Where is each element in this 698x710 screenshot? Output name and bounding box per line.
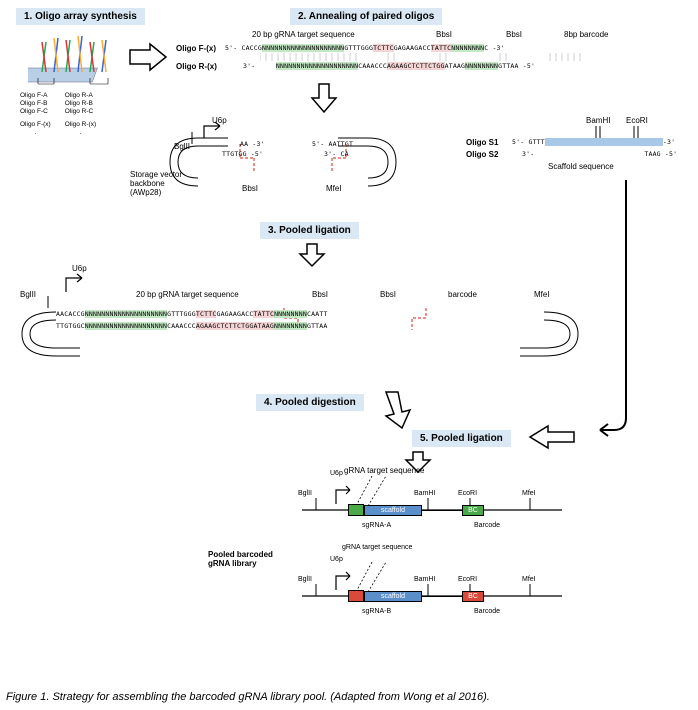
lig3-bot: TTGTGGCNNNNNNNNNNNNNNNNNNNNCAAACCCAGAAGC…: [56, 322, 328, 330]
oligo-rc: Oligo R-C: [65, 108, 96, 116]
step-2-label: 2. Annealing of paired oligos: [290, 8, 442, 25]
oligo-fc: Oligo F-C: [20, 108, 51, 116]
scaff-ticks: [594, 126, 654, 138]
cb-bc: BC: [462, 591, 484, 602]
ca-u6p: U6p: [330, 470, 343, 477]
ca-bglii: BglII: [298, 490, 312, 497]
scaff-label: Scaffold sequence: [548, 162, 614, 171]
dots-r: .: [65, 129, 96, 137]
storage-u6p: U6p: [212, 116, 227, 125]
oligo-ra: Oligo R-A: [65, 92, 96, 100]
storage-bot-r: 3'- CA: [324, 150, 349, 158]
storage-bot-l: TTGTGG -5': [222, 150, 263, 158]
arrow-scaffold-down: [596, 178, 656, 438]
oligo-rb: Oligo R-B: [65, 100, 96, 108]
oligo-fb: Oligo F-B: [20, 100, 51, 108]
storage-top-r: 5'- AATTGT: [312, 140, 353, 148]
ca-scaffold: scaffold: [364, 505, 422, 516]
cb-sgrna: sgRNA-B: [362, 608, 391, 615]
scaff-bot: 3'-TAAG -5': [522, 150, 677, 158]
figure-caption: Figure 1. Strategy for assembling the ba…: [6, 690, 692, 704]
oligo-fx: Oligo F-(x): [20, 121, 51, 129]
oligo-r-label: Oligo R-(x): [176, 62, 217, 71]
oligo-rx: Oligo R-(x): [65, 121, 96, 129]
seq-f: 5'- CACCGNNNNNNNNNNNNNNNNNNNNGTTTGGGTCTT…: [225, 44, 505, 52]
cb-u6p: U6p: [330, 556, 343, 563]
scaff-s2: Oligo S2: [466, 150, 498, 159]
anneal-h1: 20 bp gRNA target sequence: [252, 30, 355, 39]
anneal-h2: BbsI: [436, 30, 452, 39]
oligo-f-label: Oligo F-(x): [176, 44, 216, 53]
scaff-s1: Oligo S1: [466, 138, 498, 147]
final-title: Pooled barcoded gRNA library: [208, 550, 273, 568]
oligo-list: Oligo F-A Oligo F-B Oligo F-C Oligo F-(x…: [20, 92, 96, 137]
arrow-left-step5: [528, 424, 576, 450]
final-grna-label: gRNA target sequence: [344, 466, 425, 475]
seq-r: 3'- NNNNNNNNNNNNNNNNNNNNCAAACCCAGAAGCTCT…: [243, 62, 535, 70]
arrow-down-3: [380, 388, 420, 430]
scaff-bamhi: BamHI: [586, 116, 610, 125]
scaff-ecori: EcoRI: [626, 116, 648, 125]
cb-mfei: MfeI: [522, 576, 536, 583]
cb-scaffold: scaffold: [364, 591, 422, 602]
storage-top-l: AA -3': [240, 140, 265, 148]
storage-vector: [168, 118, 398, 208]
ca-barcode: Barcode: [474, 522, 500, 529]
cb-barcode: Barcode: [474, 608, 500, 615]
oligo-array-icon: [28, 28, 124, 88]
ca-bc: BC: [462, 505, 484, 516]
cb-ecori: EcoRI: [458, 576, 477, 583]
ca-mfei: MfeI: [522, 490, 536, 497]
cb-bamhi: BamHI: [414, 576, 435, 583]
step-3-label: 3. Pooled ligation: [260, 222, 359, 239]
anneal-h3: BbsI: [506, 30, 522, 39]
ca-bamhi: BamHI: [414, 490, 435, 497]
ca-sgrna: sgRNA-A: [362, 522, 391, 529]
cb-grna-box: [348, 590, 364, 602]
scaff-top: 5'- GTTT-3': [512, 138, 675, 146]
anneal-h4: 8bp barcode: [564, 30, 608, 39]
arrow-down-2: [298, 242, 326, 268]
ca-ecori: EcoRI: [458, 490, 477, 497]
step-4-label: 4. Pooled digestion: [256, 394, 364, 411]
oligo-fa: Oligo F-A: [20, 92, 51, 100]
lig3-plasmid: [20, 268, 580, 368]
arrow-down-1: [310, 82, 338, 114]
storage-mfei: MfeI: [326, 184, 342, 193]
cb-bglii: BglII: [298, 576, 312, 583]
cb-grna-label: gRNA target sequence: [342, 544, 412, 551]
step-1-label: 1. Oligo array synthesis: [16, 8, 145, 25]
storage-bglii: BglII: [174, 142, 190, 151]
arrow-right-1: [128, 42, 168, 72]
dots-l: .: [20, 129, 51, 137]
ca-grna-box: [348, 504, 364, 516]
step-5-label: 5. Pooled ligation: [412, 430, 511, 447]
lig3-top: AACACCGNNNNNNNNNNNNNNNNNNNNGTTTGGGTCTTCG…: [56, 310, 328, 318]
storage-bbsi: BbsI: [242, 184, 258, 193]
